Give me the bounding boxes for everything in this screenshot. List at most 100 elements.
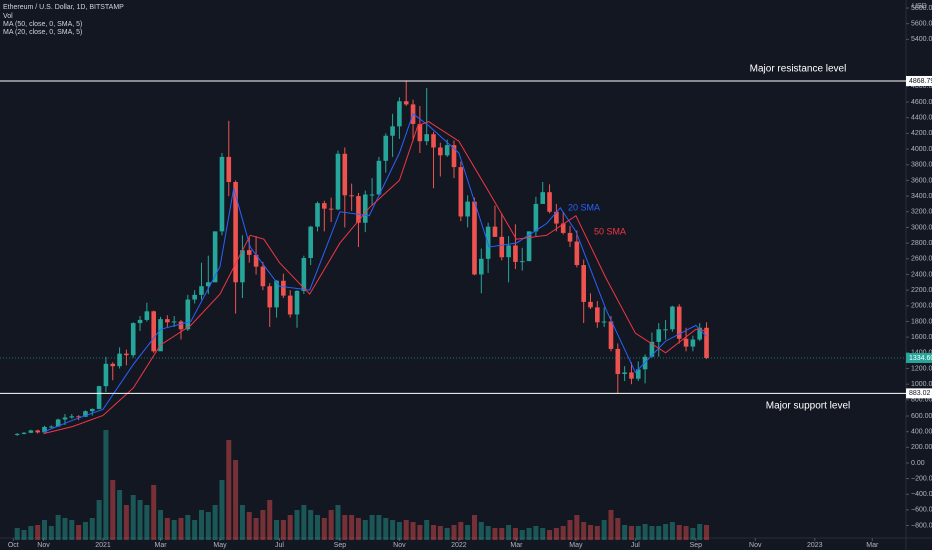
level-price-label: 4868.79 (909, 78, 932, 85)
volume-bar (226, 440, 232, 540)
candle-body (670, 306, 675, 330)
volume-bar (219, 480, 225, 540)
candle-body (322, 203, 327, 209)
volume-bar (267, 500, 273, 540)
x-tick-label: Nov (37, 542, 50, 549)
candle-body (301, 258, 307, 291)
volume-bar (192, 520, 198, 540)
candle-body (676, 306, 682, 339)
candle-body (390, 126, 395, 136)
volume-bar (205, 512, 211, 540)
candle-body (506, 245, 511, 258)
y-tick-label: 4600.00 (911, 99, 932, 106)
volume-bar (76, 525, 82, 540)
candle-body (55, 419, 61, 427)
candle-body (635, 369, 641, 379)
candle-body (376, 160, 382, 195)
volume-bar (164, 518, 170, 540)
x-tick-label: Oct (8, 542, 19, 549)
volume-bar (567, 520, 573, 540)
volume-bar (376, 515, 382, 540)
volume-bar (676, 525, 682, 540)
volume-bar (622, 525, 628, 540)
candle-body (260, 266, 266, 287)
volume-bar (96, 500, 102, 540)
y-tick-label: 2600.00 (911, 256, 932, 263)
volume-bar (212, 505, 218, 540)
y-tick-label: 4800.00 (911, 83, 932, 90)
candle-body (356, 196, 361, 223)
volume-bar (383, 518, 389, 540)
volume-bar (158, 510, 164, 540)
volume-bar (239, 505, 245, 540)
y2-tick-label: 200.00 (911, 444, 932, 451)
y2-tick-label: −200.00 (911, 475, 932, 482)
volume-bar (683, 526, 689, 540)
candle-body (328, 208, 334, 210)
volume-bar (89, 518, 95, 540)
x-tick-label: Sep (334, 542, 347, 549)
y-tick-label: 2200.00 (911, 287, 932, 294)
volume-bar (28, 526, 34, 540)
volume-bar (287, 515, 293, 540)
volume-bar (492, 528, 498, 540)
volume-bar (581, 522, 587, 540)
candle-body (62, 417, 68, 420)
volume-bar (62, 518, 68, 540)
y2-tick-label: 400.00 (911, 429, 932, 436)
volume-bar (635, 526, 641, 540)
volume-bar (301, 505, 307, 540)
volume-bar (471, 515, 477, 540)
candle-body (438, 147, 443, 156)
x-tick-label: Mar (866, 542, 879, 549)
x-tick-label: Mar (154, 542, 167, 549)
volume-bar (110, 480, 116, 540)
volume-bar (69, 520, 75, 540)
volume-bar (260, 510, 266, 540)
volume-bar (82, 522, 88, 540)
volume-bar (362, 520, 368, 540)
volume-bar (117, 490, 123, 540)
volume-bar (396, 522, 402, 540)
volume-bar (144, 505, 150, 540)
volume-bar (103, 430, 109, 540)
volume-bar (533, 526, 539, 540)
y-tick-label: 2400.00 (911, 271, 932, 278)
candle-body (21, 432, 27, 434)
candle-body (294, 290, 300, 315)
candle-body (369, 194, 375, 196)
volume-bar (294, 510, 300, 540)
volume-bar (308, 510, 314, 540)
candle-body (465, 201, 470, 217)
candle-body (219, 156, 225, 232)
candle-body (588, 301, 593, 308)
volume-bar (663, 524, 669, 540)
volume-bar (233, 460, 239, 540)
candle-body (69, 416, 75, 418)
y-tick-label: 3800.00 (911, 162, 932, 169)
x-tick-label: Sep (690, 542, 703, 549)
candle-body (683, 338, 689, 347)
candle-body (185, 299, 191, 330)
y-tick-label: 1600.00 (911, 334, 932, 341)
candle-body (274, 280, 279, 308)
y-tick-label: 2800.00 (911, 240, 932, 247)
volume-bar (704, 525, 710, 540)
candle-body (574, 241, 580, 266)
candle-body (451, 145, 457, 168)
candle-body (397, 101, 402, 127)
volume-bar (628, 526, 634, 540)
candle-body (199, 286, 204, 295)
y2-tick-label: −400.00 (911, 491, 932, 498)
ma-label: 50 SMA (594, 226, 626, 236)
x-tick-label: Jul (275, 542, 284, 549)
y-tick-label: 1200.00 (911, 365, 932, 372)
volume-bar (451, 525, 457, 540)
candle-body (560, 223, 566, 233)
volume-bar (431, 525, 437, 540)
volume-bar (485, 526, 491, 540)
candle-body (424, 134, 429, 142)
candle-body (212, 231, 218, 283)
